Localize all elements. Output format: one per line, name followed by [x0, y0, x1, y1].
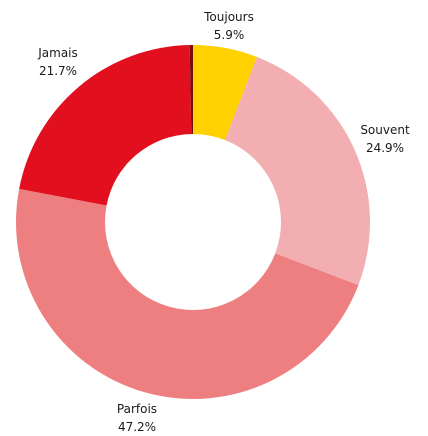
slices-group: [16, 45, 370, 399]
slice-value-jamais: 21.7%: [39, 64, 77, 78]
labels-group: Toujours 5.9% Souvent 24.9% Parfois 47.2% Jama…: [37, 10, 410, 434]
slice-other-4: [189, 45, 193, 135]
slice-toujours: [193, 45, 258, 140]
slice-label-souvent: Souvent: [360, 123, 410, 137]
slice-value-parfois: 47.2%: [118, 420, 156, 432]
slice-label-toujours: Toujours: [203, 10, 254, 24]
slice-label-jamais: Jamais: [37, 46, 78, 60]
slice-parfois: [16, 188, 359, 399]
slice-value-souvent: 24.9%: [366, 141, 404, 155]
slice-value-toujours: 5.9%: [214, 28, 245, 42]
slice-jamais: [19, 45, 192, 206]
slice-souvent: [224, 57, 370, 286]
slice-label-parfois: Parfois: [117, 402, 157, 416]
